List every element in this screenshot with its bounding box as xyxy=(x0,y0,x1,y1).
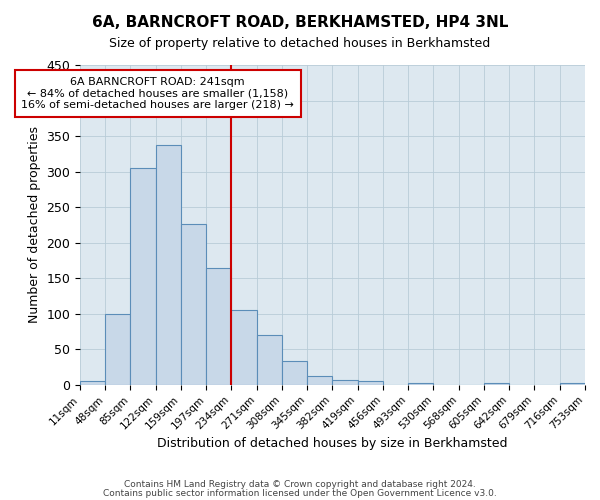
Bar xyxy=(332,380,358,385)
Text: Contains public sector information licensed under the Open Government Licence v3: Contains public sector information licen… xyxy=(103,489,497,498)
Bar xyxy=(232,310,257,385)
Bar xyxy=(358,382,383,385)
Bar xyxy=(155,146,181,385)
Bar xyxy=(130,168,155,385)
Text: Size of property relative to detached houses in Berkhamsted: Size of property relative to detached ho… xyxy=(109,38,491,51)
Bar xyxy=(105,314,130,385)
Text: Contains HM Land Registry data © Crown copyright and database right 2024.: Contains HM Land Registry data © Crown c… xyxy=(124,480,476,489)
Bar xyxy=(560,384,585,385)
Text: 6A, BARNCROFT ROAD, BERKHAMSTED, HP4 3NL: 6A, BARNCROFT ROAD, BERKHAMSTED, HP4 3NL xyxy=(92,15,508,30)
Text: 6A BARNCROFT ROAD: 241sqm
← 84% of detached houses are smaller (1,158)
16% of se: 6A BARNCROFT ROAD: 241sqm ← 84% of detac… xyxy=(21,77,294,110)
Bar xyxy=(181,224,206,385)
Y-axis label: Number of detached properties: Number of detached properties xyxy=(28,126,41,324)
Bar xyxy=(484,382,509,385)
Bar xyxy=(257,335,282,385)
Bar xyxy=(206,268,232,385)
Bar xyxy=(80,382,105,385)
X-axis label: Distribution of detached houses by size in Berkhamsted: Distribution of detached houses by size … xyxy=(157,437,508,450)
Bar xyxy=(408,382,433,385)
Bar xyxy=(307,376,332,385)
Bar xyxy=(282,362,307,385)
